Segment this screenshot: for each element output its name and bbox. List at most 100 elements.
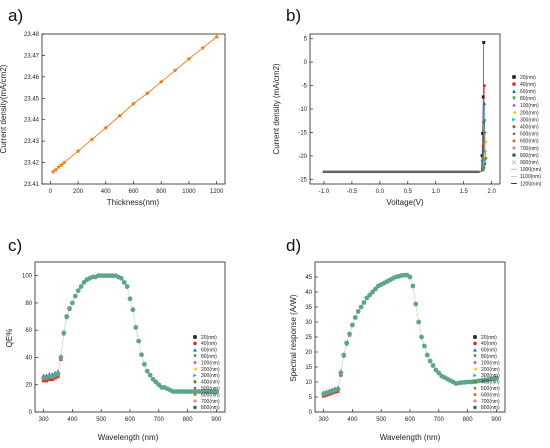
panel-d-data-point — [407, 274, 413, 280]
panel-d-x-tick-label: 300 — [319, 417, 330, 423]
panel-c-y-tick-label: 100 — [22, 274, 33, 280]
panel-c-x-axis-label: Wavelength (nm) — [98, 433, 159, 442]
panel-c-data-point — [55, 371, 61, 377]
panel-c-data-point — [75, 288, 81, 294]
panel-d-legend-marker — [473, 335, 477, 339]
panel-d-y-tick-label: 35 — [305, 305, 312, 311]
panel-a-y-tick-label: 23.44 — [24, 118, 40, 124]
panel-b-y-tick-label: -5 — [302, 84, 308, 90]
panel-b-legend: 20(nm)40(nm)60(nm)80(nm)100(nm)200(nm)30… — [511, 75, 542, 187]
panel-c-data-point — [144, 368, 150, 374]
panel-c-data-point — [61, 330, 67, 336]
panel-c-x-tick-label: 300 — [39, 417, 50, 423]
panel-d-data-point — [433, 367, 439, 373]
panel-c-legend-marker — [193, 335, 197, 339]
panel-a-data-point — [58, 162, 64, 168]
panel-c-x-tick-label: 600 — [125, 417, 136, 423]
panel-c-legend-marker — [193, 405, 197, 410]
panel-d-data-point — [361, 300, 367, 305]
panel-d-legend-marker — [473, 341, 477, 346]
panel-a-y-tick-label: 23.45 — [24, 96, 40, 102]
panel-b-y-tick-label: -10 — [298, 107, 307, 113]
panel-c-y-tick-label: 40 — [25, 355, 32, 361]
panel-c-legend-label: 60(nm) — [201, 348, 217, 354]
panel-c-data-point — [127, 296, 133, 302]
panel-d-x-tick-label: 600 — [405, 417, 416, 423]
panel-d-legend-label: 700(nm) — [481, 399, 500, 405]
panel-a-x-tick-label: 600 — [128, 189, 139, 195]
panel-a-data-point — [117, 113, 123, 118]
panel-b-x-tick-label: 0.5 — [404, 189, 413, 195]
panel-c-data-point — [67, 305, 72, 311]
panel-c-y-tick-label: 80 — [25, 301, 32, 307]
panel-d-data-point — [413, 301, 419, 307]
panel-b-data-point — [481, 168, 485, 172]
panel-b-legend-label: 800(nm) — [520, 153, 539, 159]
panel-a-y-tick-label: 23.41 — [24, 182, 40, 188]
panel-c-legend: 20(nm)40(nm)60(nm)80(nm)100(nm)200(nm)30… — [193, 335, 220, 411]
panel-c-x-tick-label: 900 — [211, 417, 222, 423]
panel-c-legend-label: 40(nm) — [201, 341, 217, 347]
panel-a-y-tick-label: 23.43 — [24, 139, 40, 145]
panel-a-data-point — [53, 167, 59, 172]
panel-d-y-tick-label: 5 — [309, 395, 313, 401]
panel-b-data-point — [483, 119, 487, 123]
panel-b-y-axis-label: Current density (mA/cm2) — [272, 63, 281, 154]
panel-d-data-point — [355, 309, 361, 314]
panel-d-legend-label: 200(nm) — [481, 367, 500, 373]
panel-c-legend-label: 400(nm) — [201, 380, 220, 386]
panel-b-legend-marker — [512, 110, 516, 115]
panel-c-legend-marker — [193, 386, 197, 390]
panel-d-y-tick-label: 30 — [305, 320, 312, 326]
panel-a-x-tick-label: 400 — [101, 189, 112, 195]
panel-d-legend-label: 600(nm) — [481, 392, 500, 398]
panel-d-data-point — [436, 370, 442, 376]
panel-b-data-point — [484, 149, 488, 153]
panel-c-data-point — [78, 284, 84, 289]
panel-c-legend-marker — [193, 367, 197, 371]
panel-c-legend-marker — [193, 373, 197, 378]
panel-d-y-tick-label: 40 — [305, 290, 312, 296]
panel-c-legend-marker — [193, 341, 197, 346]
panel-d-letter: d) — [286, 236, 301, 255]
panel-b-legend-label: 1200(nm) — [520, 181, 542, 187]
panel-a-data-point — [214, 34, 220, 39]
panel-c-x-tick-label: 800 — [183, 417, 194, 423]
panel-c-legend-label: 600(nm) — [201, 392, 220, 398]
panel-b-x-tick-label: 0.0 — [376, 189, 385, 195]
panel-b-legend-marker — [512, 82, 516, 86]
panel-c-letter: c) — [8, 236, 22, 255]
panel-d-legend: 20(nm)40(nm)60(nm)80(nm)100(nm)200(nm)30… — [473, 335, 500, 411]
panel-a-data-point — [186, 56, 192, 61]
panel-d-legend-marker — [473, 367, 477, 371]
panel-d-plot-area — [321, 272, 499, 398]
panel-c-legend-label: 200(nm) — [201, 367, 220, 373]
panel-d-data-point — [424, 352, 430, 358]
panel-c-data-point — [58, 355, 64, 360]
panel-a-data-point — [103, 125, 109, 130]
panel-a-letter: a) — [8, 6, 23, 25]
panel-c-legend-marker — [193, 392, 197, 397]
panel-a-data-point — [61, 159, 67, 165]
panel-d-legend-marker — [473, 373, 477, 378]
panel-b-legend-marker — [512, 117, 516, 122]
panel-d-y-tick-label: 25 — [305, 335, 312, 341]
panel-a-y-tick-label: 23.46 — [24, 75, 40, 81]
panel-a: a) 0 200 400 600 800 1000 1200 23.41 23.42 23.43 2… — [0, 6, 226, 207]
panel-a-data-point — [131, 101, 136, 106]
panel-d-data-point — [358, 304, 364, 310]
panel-b-legend-label: 1000(nm) — [520, 167, 542, 173]
panel-b-data-point — [482, 166, 486, 170]
panel-b-legend-label: 600(nm) — [520, 139, 539, 145]
panel-d-legend-marker — [473, 386, 477, 390]
panel-c-legend-label: 100(nm) — [201, 360, 220, 366]
panel-b-data-point — [483, 162, 487, 166]
panel-d-data-point — [373, 286, 378, 292]
panel-d-x-tick-label: 700 — [434, 417, 445, 423]
panel-b-x-tick-label: -0.5 — [347, 189, 358, 195]
panel-d-legend-label: 400(nm) — [481, 380, 500, 386]
panel-a-y-tick-label: 23.48 — [24, 32, 40, 38]
panel-c-data-point — [141, 361, 147, 367]
panel-b-data-point — [483, 140, 487, 144]
panel-b-legend-label: 100(nm) — [520, 103, 539, 109]
